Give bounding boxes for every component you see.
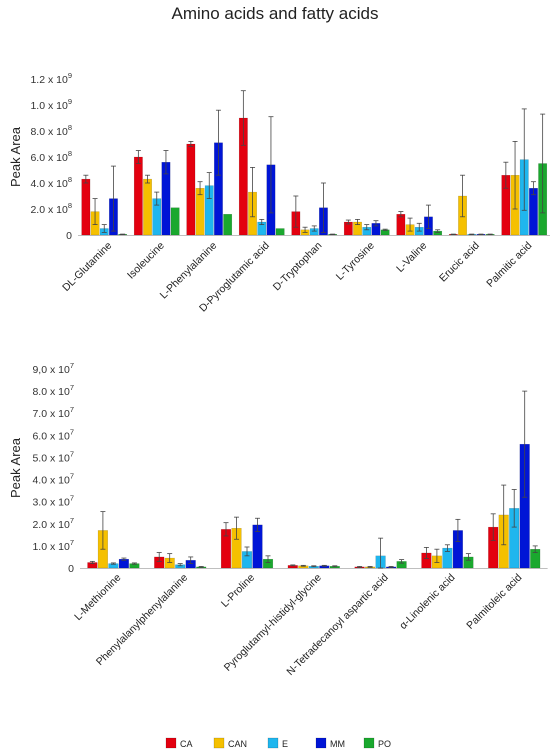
y-tick-label: 9,0 x 107 [32, 361, 74, 376]
y-tick-label: 4.0 x 108 [30, 175, 72, 190]
y-tick-label: 3.0 x 107 [32, 494, 74, 509]
y-tick-label: 8.0 x 108 [30, 123, 72, 138]
bar-po [223, 213, 233, 236]
y-tick-label: 1.0 x 107 [32, 538, 74, 553]
legend-swatch-po [363, 737, 375, 749]
category-label: Isoleucine [125, 240, 167, 282]
legend-swatch-e [267, 737, 279, 749]
legend-swatch-can [213, 737, 225, 749]
bar-can [195, 187, 205, 236]
category-label: Palmitic acid [484, 240, 534, 290]
legend-label-po: PO [378, 739, 391, 749]
category-label: L-Valine [394, 240, 429, 275]
bar-can [143, 178, 152, 236]
category-label: L-Methionine [72, 572, 124, 624]
category-label: DL-Glutamine [60, 240, 114, 294]
y-tick-label: 2.0 x 108 [30, 201, 72, 216]
bar-ca [396, 213, 406, 236]
y-tick-label: 5.0 x 107 [32, 449, 74, 464]
legend-label-ca: CA [180, 739, 193, 749]
figure-title: Amino acids and fatty acids [172, 4, 379, 23]
category-label: Palmitoleic acid [464, 572, 524, 632]
legend: CA CAN E MM PO [165, 737, 391, 749]
legend-swatch-ca [165, 737, 177, 749]
legend-label-can: CAN [228, 739, 247, 749]
bar-ca [81, 178, 91, 236]
y-tick-label: 8.0 x 107 [32, 383, 74, 398]
y-tick-label: 0 [68, 563, 74, 575]
y-tick-label: 4.0 x 107 [32, 472, 74, 487]
bar-mm [529, 187, 538, 236]
category-label: α-Linolenic acid [397, 572, 457, 632]
category-label: L-Proline [219, 572, 257, 610]
y-tick-label: 0 [66, 230, 72, 242]
y-tick-label: 1.2 x 109 [30, 71, 72, 86]
lower-chart-panel: Peak Area 0 1.0 x 107 2.0 x 107 3.0 x 107 4.0… [8, 361, 548, 678]
y-axis-label: Peak Area [8, 126, 23, 187]
bar-po [170, 207, 180, 236]
bar-ca [133, 156, 143, 236]
y-tick-label: 2.0 x 107 [32, 516, 74, 531]
y-tick-label: 7.0 x 107 [32, 405, 74, 420]
category-label: L-Tyrosine [334, 240, 377, 283]
category-label: D-Tryptophan [271, 240, 325, 294]
bar-po [275, 228, 285, 236]
y-tick-label: 6.0 x 108 [30, 149, 72, 164]
bar-ca [186, 143, 196, 236]
y-axis-label: Peak Area [8, 437, 23, 498]
y-tick-label: 6.0 x 107 [32, 427, 74, 442]
legend-swatch-mm [315, 737, 327, 749]
legend-label-mm: MM [330, 739, 345, 749]
y-tick-label: 1.0 x 109 [30, 97, 72, 112]
upper-chart-panel: Peak Area 0 2.0 x 108 4.0 x 108 6.0 x 108 8.0… [8, 71, 550, 315]
category-label: Erucic acid [437, 240, 482, 285]
legend-label-e: E [282, 739, 288, 749]
